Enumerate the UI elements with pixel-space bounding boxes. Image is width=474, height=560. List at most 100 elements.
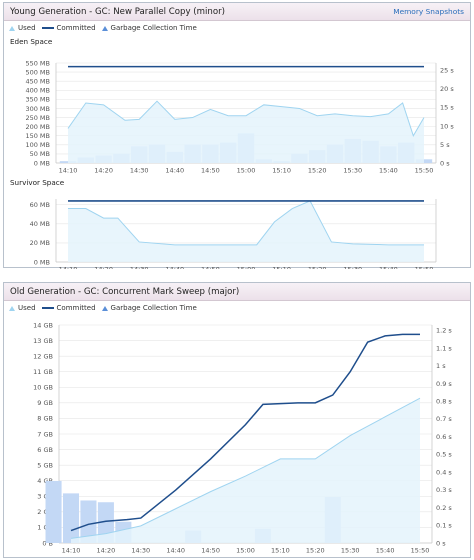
young-generation-header: Young Generation - GC: New Parallel Copy…: [4, 3, 470, 21]
y-left-tick-label: 0 B: [42, 539, 53, 547]
x-tick-label: 15:00: [237, 167, 256, 175]
eden-space-title: Eden Space: [10, 37, 53, 46]
y-left-tick-label: 0 MB: [34, 159, 50, 167]
x-tick-label: 15:10: [272, 167, 291, 175]
y-right-tick-label: 0 s: [436, 539, 446, 547]
x-tick-label: 14:20: [94, 266, 113, 270]
legend-gc: Garbage Collection Time: [101, 304, 197, 312]
legend-committed-label: Committed: [56, 24, 96, 32]
y-right-tick-label: 0.2 s: [436, 504, 452, 512]
y-right-tick-label: 1.2 s: [436, 327, 452, 335]
legend-used: Used: [9, 24, 36, 32]
x-tick-label: 15:30: [343, 167, 362, 175]
y-right-tick-label: 0.5 s: [436, 451, 452, 459]
used-line: [67, 100, 425, 137]
survivor-space-chart: 0 MB 20 MB 40 MB 60 MB 14:10 14:20 14:30 14:40 1…: [30, 199, 437, 270]
y-left-tick-label: 20 MB: [30, 239, 50, 247]
x-tick-label: 14:20: [97, 547, 116, 555]
legend-gc-label: Garbage Collection Time: [110, 24, 197, 32]
old-generation-title: Old Generation - GC: Concurrent Mark Swe…: [10, 286, 240, 297]
y-left-tick-label: 10 GB: [33, 384, 53, 392]
x-tick-label: 15:30: [343, 266, 362, 270]
y-left-tick-label: 350 MB: [25, 96, 50, 104]
survivor-space-title: Survivor Space: [10, 178, 65, 187]
y-left-tick-label: 150 MB: [25, 132, 50, 140]
committed-line-icon: [41, 307, 54, 309]
x-tick-label: 15:40: [376, 547, 395, 555]
legend-gc: Garbage Collection Time: [101, 24, 197, 32]
y-left-tick-label: 11 GB: [33, 368, 53, 376]
x-tick-label: 14:50: [201, 167, 220, 175]
y-right-tick-label: 1.1 s: [436, 344, 452, 352]
y-right-tick-label: 25 s: [440, 67, 454, 75]
x-tick-label: 15:40: [379, 167, 398, 175]
old-generation-header: Old Generation - GC: Concurrent Mark Swe…: [4, 283, 470, 301]
y-left-tick-label: 100 MB: [25, 141, 50, 149]
y-right-tick-label: 20 s: [440, 85, 454, 93]
y-left-tick-label: 13 GB: [33, 337, 53, 345]
y-left-tick-label: 3 GB: [37, 493, 53, 501]
legend-committed-label: Committed: [56, 304, 96, 312]
x-tick-label: 14:30: [130, 266, 149, 270]
x-tick-label: 15:50: [411, 547, 430, 555]
x-tick-label: 14:40: [165, 266, 184, 270]
x-tick-label: 14:40: [165, 167, 184, 175]
used-marker-icon: [9, 305, 15, 311]
y-right-tick-label: 10 s: [440, 122, 454, 130]
memory-snapshots-link[interactable]: Memory Snapshots: [393, 7, 464, 16]
x-tick-label: 14:30: [131, 547, 150, 555]
gc-marker-icon: [101, 25, 108, 31]
x-tick-label: 15:20: [306, 547, 325, 555]
x-tick-label: 14:10: [59, 266, 78, 270]
y-left-tick-label: 300 MB: [25, 105, 50, 113]
y-left-tick-label: 50 MB: [30, 150, 50, 158]
y-right-tick-label: 0.9 s: [436, 380, 452, 388]
y-left-tick-label: 500 MB: [25, 68, 50, 76]
x-tick-label: 15:10: [271, 547, 290, 555]
y-left-tick-label: 40 MB: [30, 220, 50, 228]
x-tick-label: 15:50: [415, 266, 434, 270]
x-tick-label: 14:50: [201, 547, 220, 555]
x-tick-label: 15:20: [308, 266, 327, 270]
y-right-tick-label: 0.8 s: [436, 398, 452, 406]
legend-committed: Committed: [41, 24, 96, 32]
y-left-tick-label: 6 GB: [37, 446, 53, 454]
gc-time-bar: [62, 493, 80, 543]
young-legend: Used Committed Garbage Collection Time: [4, 21, 470, 35]
x-tick-label: 14:40: [166, 547, 185, 555]
x-tick-label: 14:50: [201, 266, 220, 270]
old-generation-chart: 0 B 1 GB 2 GB 3 GB 4 GB 5 GB 6 GB 7 GB 8 GB 9 GB 1…: [33, 321, 452, 555]
y-left-tick-label: 0 MB: [34, 258, 50, 266]
young-generation-panel: Young Generation - GC: New Parallel Copy…: [3, 2, 471, 270]
y-left-tick-label: 550 MB: [25, 59, 50, 67]
y-left-tick-label: 1 GB: [37, 524, 53, 532]
x-tick-label: 14:10: [62, 547, 81, 555]
y-left-tick-label: 9 GB: [37, 399, 53, 407]
legend-committed: Committed: [41, 304, 96, 312]
used-line: [68, 200, 424, 246]
gc-marker-icon: [101, 305, 108, 311]
y-left-tick-label: 450 MB: [25, 77, 50, 85]
y-left-tick-label: 2 GB: [37, 508, 53, 516]
y-left-tick-label: 4 GB: [37, 477, 53, 485]
x-tick-label: 15:30: [341, 547, 360, 555]
committed-line: [70, 333, 420, 532]
used-area: [71, 398, 420, 543]
y-left-tick-label: 400 MB: [25, 87, 50, 95]
used-line: [70, 397, 421, 539]
legend-gc-label: Garbage Collection Time: [110, 304, 197, 312]
used-area: [68, 101, 424, 163]
old-generation-panel: Old Generation - GC: Concurrent Mark Swe…: [3, 282, 471, 558]
y-left-tick-label: 5 GB: [37, 461, 53, 469]
gc-time-bar: [80, 500, 97, 543]
y-right-tick-label: 0.3 s: [436, 486, 452, 494]
x-tick-label: 14:10: [59, 167, 78, 175]
x-tick-label: 14:20: [94, 167, 113, 175]
y-left-tick-label: 8 GB: [37, 415, 53, 423]
y-right-tick-label: 5 s: [440, 141, 450, 149]
legend-used: Used: [9, 304, 36, 312]
x-tick-label: 15:00: [237, 266, 256, 270]
y-left-tick-label: 250 MB: [25, 114, 50, 122]
y-right-tick-label: 0 s: [440, 159, 450, 167]
